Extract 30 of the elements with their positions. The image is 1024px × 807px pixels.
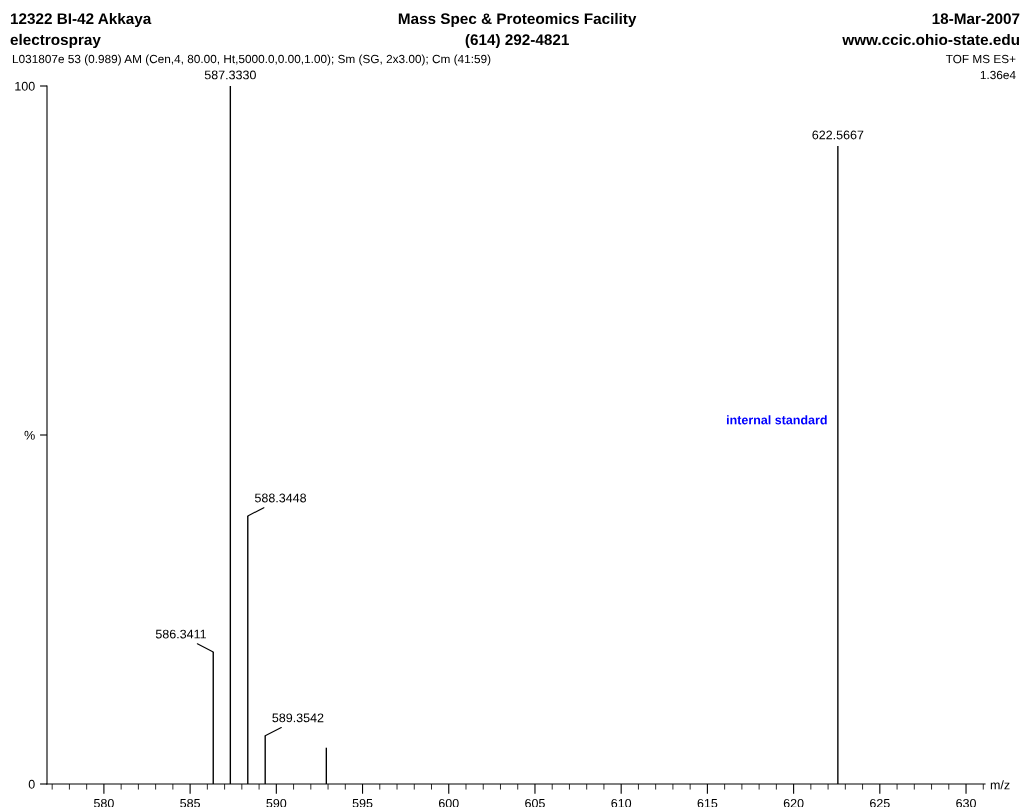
chart-title: Mass Spec & Proteomics Facility: [398, 12, 637, 28]
x-tick-label: 610: [611, 798, 632, 807]
x-tick-label: 605: [525, 798, 545, 807]
x-tick-label: 585: [180, 798, 201, 807]
text: L031807e 53 (0.989) AM (Cen,4, 80.00, Ht,5000.0,0.00,1.00); Sm (SG, 2x3.00); Cm (41:59): [12, 54, 491, 66]
text: 1.36e4: [980, 70, 1016, 80]
text: electrospray: [10, 33, 101, 49]
chart-subtitle: (614) 292-4821: [465, 33, 569, 49]
x-tick-label: 590: [266, 798, 287, 807]
x-axis-title: m/z: [990, 780, 1010, 790]
x-tick-label: 615: [697, 798, 718, 807]
x-tick-label: 630: [956, 798, 976, 807]
y-tick-label: %: [24, 430, 35, 440]
annotation: 622.5667: [812, 130, 864, 140]
annotation: 587.3330: [204, 70, 256, 80]
text: www.ccic.ohio-state.edu: [842, 33, 1020, 46]
x-tick-label: 595: [352, 798, 373, 807]
y-tick-label: 0: [28, 779, 35, 789]
y-tick-label: 100: [15, 81, 35, 91]
x-tick-label: 600: [438, 798, 459, 807]
annotation: internal standard: [726, 415, 827, 425]
x-tick-label: 580: [93, 798, 114, 807]
x-tick-label: 625: [870, 798, 890, 807]
x-tick-label: 620: [783, 798, 804, 807]
annotation: 589.3542: [272, 713, 324, 723]
annotation: 588.3448: [254, 493, 307, 503]
annotation: 586.3411: [155, 629, 206, 639]
text: 18-Mar-2007: [932, 13, 1020, 25]
text: TOF MS ES+: [945, 54, 1016, 64]
text: 12322 BI-42 Akkaya: [10, 12, 152, 28]
